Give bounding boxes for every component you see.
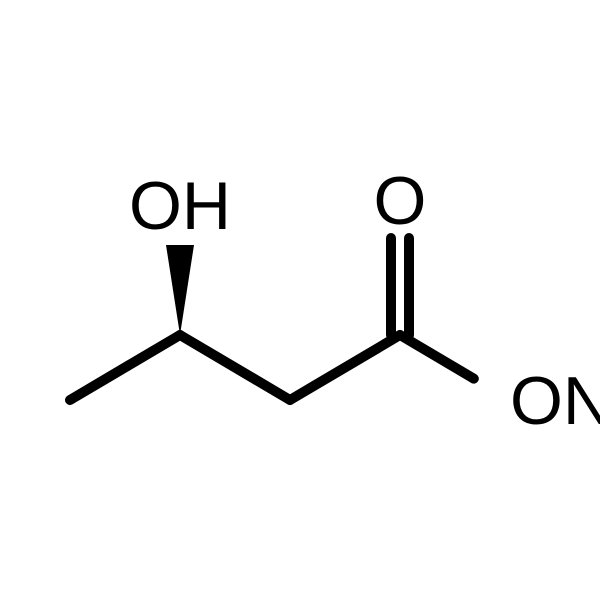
bond-c2-oh-wedge	[166, 245, 194, 335]
bond-c1-c2	[70, 335, 180, 400]
molecule-diagram: OH O ONa	[0, 0, 600, 600]
bond-c2-c3	[180, 335, 290, 400]
label-O: O	[374, 163, 427, 239]
label-ONa: ONa	[510, 363, 600, 439]
bond-c3-c4	[290, 335, 400, 400]
label-OH: OH	[129, 168, 231, 244]
bond-c4-ona	[400, 335, 474, 379]
